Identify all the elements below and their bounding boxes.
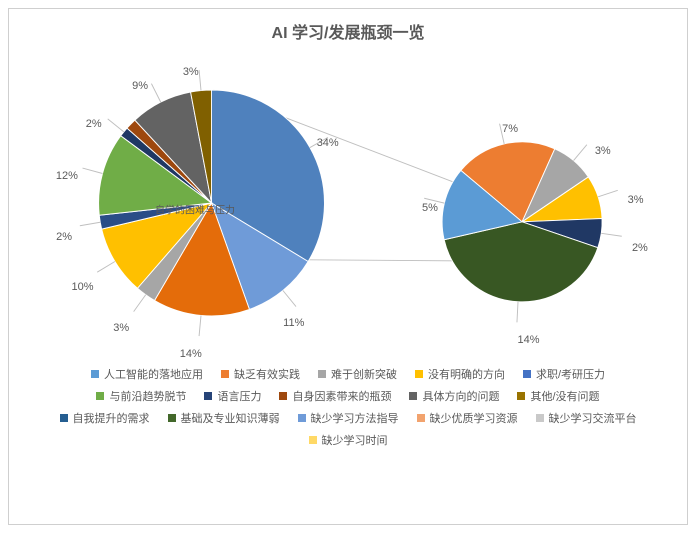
legend-item: 缺少学习交流平台 <box>536 410 637 426</box>
leader-line <box>151 84 160 102</box>
legend-label: 缺少学习时间 <box>322 432 388 448</box>
legend-label: 自我提升的需求 <box>73 410 150 426</box>
legend-item: 缺少学习时间 <box>309 432 388 448</box>
legend-item: 自身因素带来的瓶颈 <box>279 388 391 404</box>
leader-line <box>97 261 115 272</box>
legend-swatch <box>279 392 287 400</box>
legend-label: 与前沿趋势脱节 <box>109 388 186 404</box>
legend-item: 其他/没有问题 <box>517 388 599 404</box>
legend-item: 难于创新突破 <box>318 366 397 382</box>
legend-swatch <box>204 392 212 400</box>
leader-line <box>500 124 505 144</box>
leader-line <box>310 137 328 147</box>
leader-line <box>199 315 201 336</box>
legend-item: 人工智能的落地应用 <box>91 366 203 382</box>
chart-container: AI 学习/发展瓶颈一览 34%11%14%3%10%2%12%2%9%3%7%… <box>8 8 688 525</box>
legend-label: 缺乏有效实践 <box>234 366 300 382</box>
legend-swatch <box>536 414 544 422</box>
legend-label: 具体方向的问题 <box>422 388 499 404</box>
legend-label: 自身因素带来的瓶颈 <box>292 388 391 404</box>
leader-line <box>80 222 100 226</box>
leader-line <box>199 70 201 91</box>
pies-svg <box>9 43 687 363</box>
legend-swatch <box>409 392 417 400</box>
legend-item: 与前沿趋势脱节 <box>96 388 186 404</box>
legend-item: 缺乏有效实践 <box>221 366 300 382</box>
legend-item: 没有明确的方向 <box>415 366 505 382</box>
leader-line <box>517 302 518 323</box>
leader-line <box>598 190 618 196</box>
legend-label: 缺少优质学习资源 <box>430 410 518 426</box>
legend-label: 缺少学习交流平台 <box>549 410 637 426</box>
legend-swatch <box>415 370 423 378</box>
legend-swatch <box>523 370 531 378</box>
legend-swatch <box>517 392 525 400</box>
chart-title: AI 学习/发展瓶颈一览 <box>9 9 687 43</box>
leader-line <box>83 168 103 173</box>
leader-line <box>108 119 124 132</box>
legend-item: 缺少优质学习资源 <box>417 410 518 426</box>
legend-label: 其他/没有问题 <box>530 388 599 404</box>
leader-line <box>574 145 587 161</box>
legend-swatch <box>91 370 99 378</box>
legend-label: 难于创新突破 <box>331 366 397 382</box>
legend-item: 自我提升的需求 <box>60 410 150 426</box>
legend-item: 缺少学习方法指导 <box>298 410 399 426</box>
legend-item: 具体方向的问题 <box>409 388 499 404</box>
legend-label: 基础及专业知识薄弱 <box>181 410 280 426</box>
legend-swatch <box>318 370 326 378</box>
legend-swatch <box>168 414 176 422</box>
legend-swatch <box>60 414 68 422</box>
leader-line <box>601 233 621 236</box>
legend-label: 缺少学习方法指导 <box>311 410 399 426</box>
legend-label: 没有明确的方向 <box>428 366 505 382</box>
pie-area: 34%11%14%3%10%2%12%2%9%3%7%3%3%2%14%5%自学… <box>9 43 687 363</box>
leader-line <box>283 291 296 307</box>
leader-line <box>424 198 444 203</box>
legend: 人工智能的落地应用 缺乏有效实践 难于创新突破 没有明确的方向 求职/考研压力与前沿趋势… <box>9 363 687 461</box>
legend-item: 求职/考研压力 <box>523 366 605 382</box>
legend-swatch <box>309 436 317 444</box>
leader-line <box>134 295 146 312</box>
legend-label: 人工智能的落地应用 <box>104 366 203 382</box>
legend-swatch <box>417 414 425 422</box>
legend-label: 语言压力 <box>217 388 261 404</box>
legend-item: 基础及专业知识薄弱 <box>168 410 280 426</box>
legend-swatch <box>298 414 306 422</box>
legend-item: 语言压力 <box>204 388 261 404</box>
legend-label: 求职/考研压力 <box>536 366 605 382</box>
legend-swatch <box>221 370 229 378</box>
legend-swatch <box>96 392 104 400</box>
